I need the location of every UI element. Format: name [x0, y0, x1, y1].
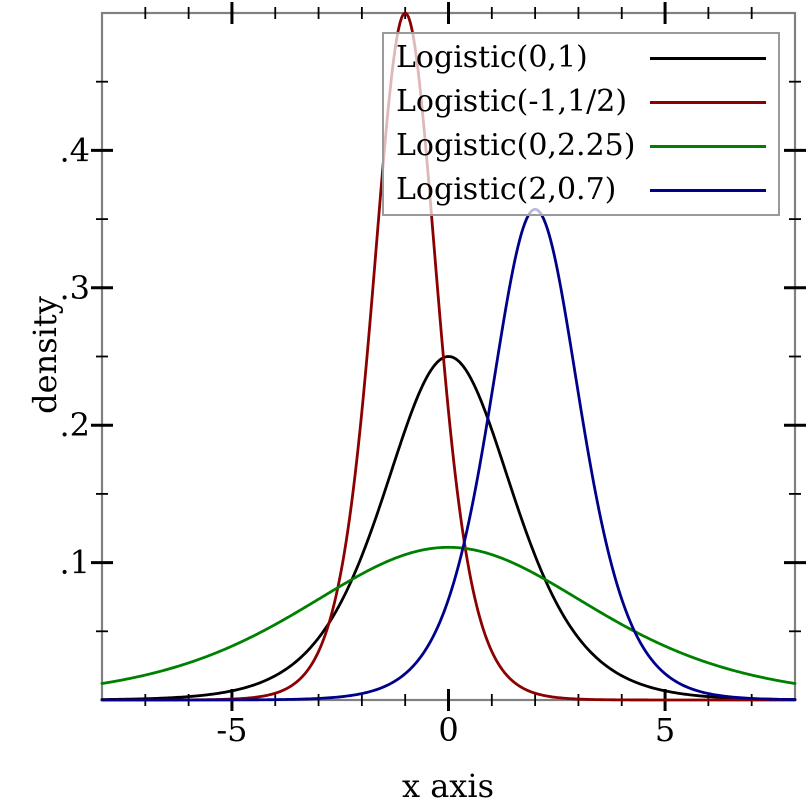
x-axis-title: x axis	[402, 767, 494, 805]
y-tick-label: .4	[59, 131, 90, 169]
legend-label: Logistic(2,0.7)	[396, 172, 617, 207]
legend-label: Logistic(0,1)	[396, 40, 588, 75]
y-tick-label: .2	[59, 406, 90, 444]
y-axis-title: density	[26, 296, 64, 414]
density-curve-2	[100, 545, 797, 685]
legend-line-swatch	[650, 56, 766, 60]
legend-line-swatch	[650, 144, 766, 148]
legend-item: Logistic(2,0.7)	[384, 168, 778, 212]
legend-label: Logistic(-1,1/2)	[396, 84, 628, 119]
density-curve-0	[100, 355, 797, 701]
legend-item: Logistic(-1,1/2)	[384, 80, 778, 124]
density-curve-3	[100, 207, 797, 702]
x-tick-label: -5	[216, 711, 247, 749]
y-tick-label: .1	[59, 544, 90, 582]
x-tick-label: 0	[438, 711, 458, 749]
x-tick-label: 5	[655, 711, 675, 749]
legend-label: Logistic(0,2.25)	[396, 128, 636, 163]
legend-line-swatch	[650, 100, 766, 104]
legend-item: Logistic(0,2.25)	[384, 124, 778, 168]
y-tick-label: .3	[59, 269, 90, 307]
legend-item: Logistic(0,1)	[384, 36, 778, 80]
legend: Logistic(0,1) Logistic(-1,1/2) Logistic(…	[382, 32, 780, 216]
legend-line-swatch	[650, 188, 766, 192]
